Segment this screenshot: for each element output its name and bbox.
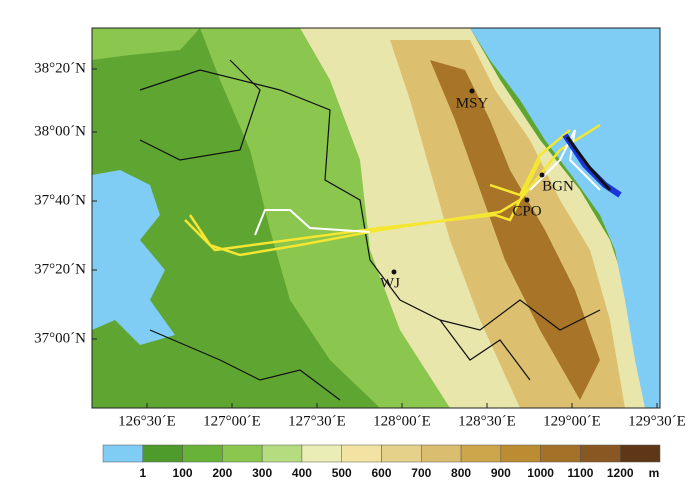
colorbar-swatch <box>142 444 183 463</box>
colorbar-swatch <box>500 444 541 463</box>
colorbar-label: 500 <box>332 466 352 480</box>
station-label: MSY <box>456 95 489 111</box>
lon-label: 128°30´E <box>458 413 516 429</box>
colorbar-label: 200 <box>212 466 232 480</box>
colorbar-label: 1100 <box>567 466 593 480</box>
terrain <box>92 28 660 408</box>
lon-label: 126°30´E <box>118 413 176 429</box>
east-sea <box>470 28 660 408</box>
stations: MSY BGN CPO WJ <box>380 88 574 291</box>
flight-track-black <box>565 136 612 192</box>
colorbar-swatch <box>619 444 661 463</box>
lon-label: 127°30´E <box>288 413 346 429</box>
colorbar-swatch <box>341 444 382 463</box>
station-marker <box>524 197 530 203</box>
colorbar-label: 1200 <box>607 466 634 480</box>
lat-label: 37°20´N <box>34 261 86 277</box>
colorbar-swatch <box>460 444 502 463</box>
colorbar: 1 100 200 300 400 500 600 700 800 900 1000 1100 1200… <box>102 444 661 480</box>
colorbar-label: 1 <box>139 466 146 480</box>
colorbar-label: 900 <box>491 466 511 480</box>
colorbar-swatch <box>102 444 144 463</box>
station-marker <box>391 269 397 275</box>
station-marker <box>469 88 475 94</box>
lon-label: 127°00´E <box>203 413 261 429</box>
colorbar-swatch <box>580 444 621 463</box>
borders <box>139 59 601 401</box>
station-label: BGN <box>542 178 574 194</box>
station-label: WJ <box>380 275 400 291</box>
flight-track-yellow <box>184 123 601 257</box>
colorbar-label: 100 <box>173 466 193 480</box>
map-frame <box>91 27 661 409</box>
colorbar-swatch <box>182 444 223 463</box>
north-hills <box>92 28 200 60</box>
colorbar-swatch <box>261 444 303 463</box>
colorbar-label: 800 <box>451 466 471 480</box>
colorbar-label: 300 <box>252 466 272 480</box>
lon-label: 129°30´E <box>628 413 686 429</box>
colorbar-label: 1000 <box>527 466 554 480</box>
colorbar-unit: m <box>649 466 660 480</box>
lat-label: 37°00´N <box>34 330 86 346</box>
lat-labels: 38°20´N 38°00´N 37°40´N 37°20´N 37°00´N <box>34 60 97 346</box>
colorbar-label: 600 <box>371 466 391 480</box>
lat-label: 37°40´N <box>34 192 86 208</box>
high-mountains <box>430 60 600 400</box>
lon-label: 128°00´E <box>373 413 431 429</box>
colorbar-label: 700 <box>411 466 431 480</box>
colorbar-swatch <box>540 444 581 463</box>
colorbar-swatch <box>381 444 422 463</box>
colorbar-swatch <box>301 444 342 463</box>
lat-label: 38°20´N <box>34 60 86 76</box>
colorbar-swatch <box>421 444 462 463</box>
lon-labels: 126°30´E 127°00´E 127°30´E 128°00´E 128°30´E… <box>118 403 686 429</box>
lat-label: 38°00´N <box>34 123 86 139</box>
station-label: CPO <box>512 203 541 219</box>
station-marker <box>539 172 545 178</box>
colorbar-label: 400 <box>292 466 312 480</box>
lon-label: 129°00´E <box>543 413 601 429</box>
flight-track-white <box>254 129 601 236</box>
colorbar-swatch <box>222 444 263 463</box>
west-sea <box>92 170 175 345</box>
